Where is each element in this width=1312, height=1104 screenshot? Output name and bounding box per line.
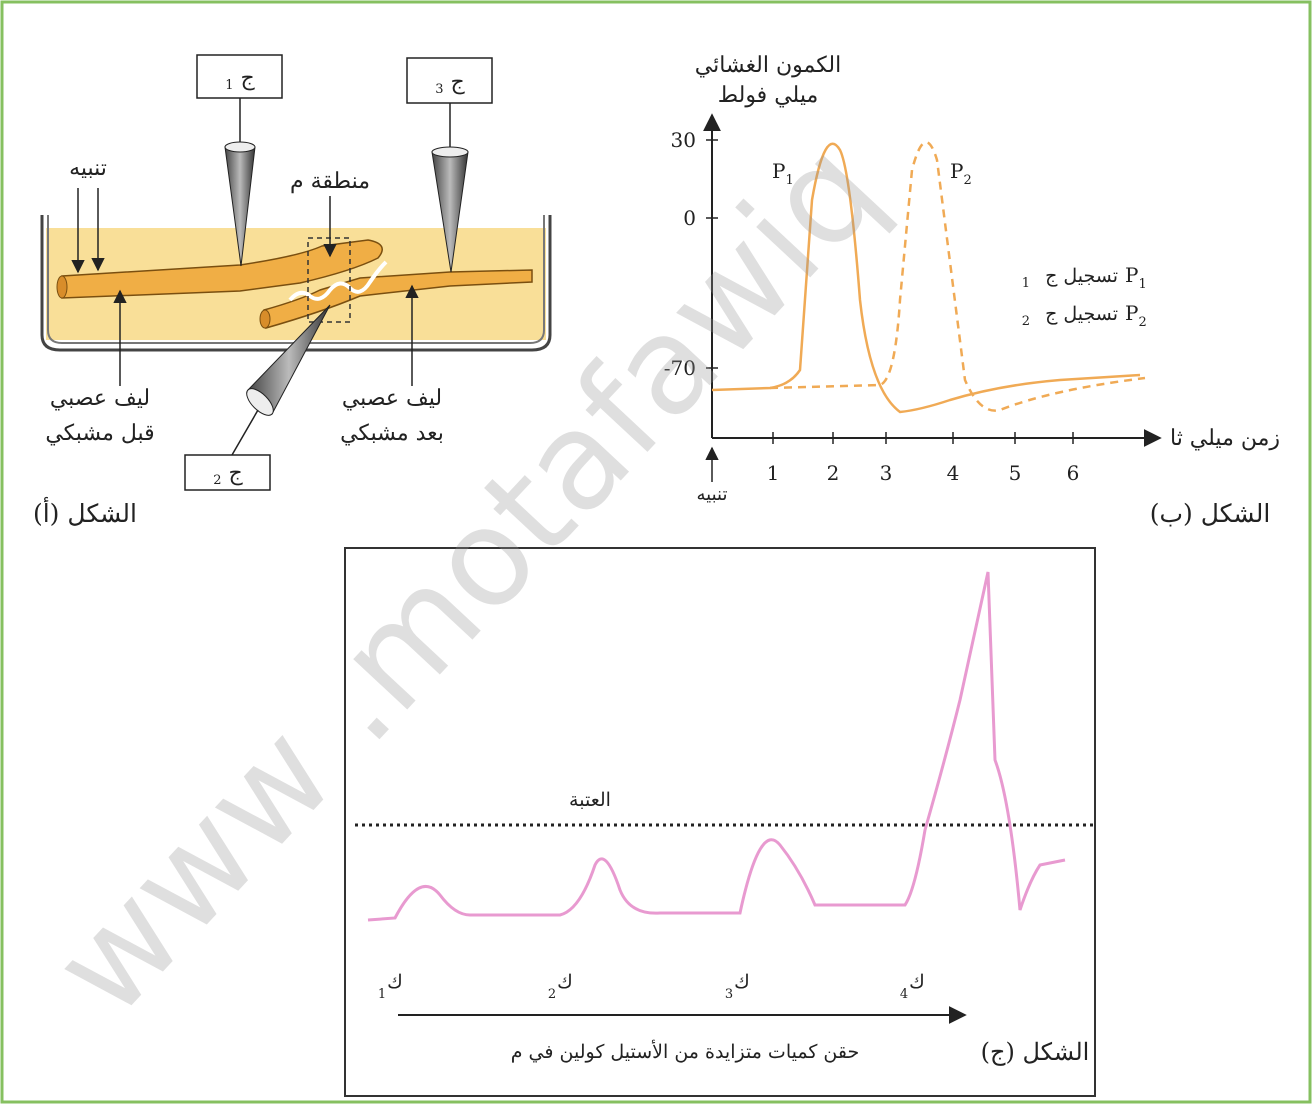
injection-sub: 2 (548, 987, 556, 1002)
electrode-box (196, 54, 283, 99)
fiber-end (56, 275, 68, 299)
legend-text: تسجيل ج (1045, 265, 1118, 287)
legend-sub: 1 (1022, 276, 1030, 291)
fiber-end (259, 309, 271, 329)
figure-b: الكمون الغشائي ميلي فولط زمن ميلي ثا تنب… (664, 53, 1280, 528)
injection-sub: 1 (378, 987, 386, 1002)
presynaptic-fiber (61, 239, 383, 299)
injection-letter: ك (909, 971, 925, 993)
caption: الشكل (ج) (981, 1038, 1090, 1066)
x-tick-label: 3 (880, 461, 893, 485)
injection-letter: ك (557, 971, 573, 993)
stimulus-label: تنبيه (69, 156, 107, 181)
region-label: منطقة م (290, 169, 370, 194)
fiber-label: ليف عصبي (342, 386, 442, 411)
response-curve (367, 571, 1066, 922)
fiber-label: قبل مشبكي (45, 421, 154, 446)
electrode-label: ج 3 (435, 70, 465, 97)
fiber-label: بعد مشبكي (340, 421, 444, 446)
y-tick-label: 30 (671, 128, 696, 152)
x-axis-label: حقن كميات متزايدة من الأستيل كولين في م (511, 1039, 860, 1063)
y-tick-label: -70 (664, 356, 696, 380)
x-tick-label: 4 (947, 461, 960, 485)
electrode-top (246, 388, 274, 416)
threshold-label: العتبة (569, 789, 611, 811)
caption: الشكل (ب) (1150, 499, 1271, 528)
y-tick-label: 0 (683, 206, 696, 230)
y-axis-label: الكمون الغشائي (695, 53, 841, 78)
recording-p2 (769, 140, 1146, 412)
legend-text: تسجيل ج (1045, 303, 1118, 325)
electrode-box (184, 454, 271, 491)
electrode-top (224, 141, 256, 153)
electrode-top (431, 146, 469, 158)
recording-p1 (711, 142, 1141, 414)
peak-label: P2 (950, 159, 972, 188)
legend-symbol: P2 (1125, 301, 1147, 330)
region-box (307, 237, 351, 323)
legend-symbol: P1 (1125, 263, 1147, 292)
x-tick-label: 1 (767, 461, 780, 485)
injection-letter: ك (734, 971, 750, 993)
legend-sub: 2 (1022, 314, 1030, 329)
electrode-label: ج 2 (213, 461, 243, 488)
postsynaptic-fiber (263, 269, 533, 329)
injection-sub: 4 (900, 987, 908, 1002)
peak-label: P1 (772, 159, 794, 188)
x-tick-label: 6 (1067, 461, 1080, 485)
x-tick-label: 5 (1009, 461, 1022, 485)
caption: الشكل (أ) (33, 496, 137, 528)
x-axis-label: زمن ميلي ثا (1170, 426, 1280, 451)
electrode-box (406, 57, 493, 104)
electrode-label: ج 1 (225, 66, 255, 93)
lead (231, 409, 259, 456)
figure-c-frame (344, 547, 1096, 1097)
figure-a: ج 1 ج 2 ج 3 تنبيه منطقة م ليف عصبي قبل م… (33, 54, 552, 528)
synapse-gap (288, 260, 388, 302)
y-axis-label: ميلي فولط (718, 83, 819, 108)
injection-letter: ك (387, 971, 403, 993)
injection-sub: 3 (725, 987, 733, 1002)
x-tick-label: 2 (827, 461, 840, 485)
fiber-label: ليف عصبي (50, 386, 150, 411)
stimulus-label: تنبيه (697, 484, 728, 505)
